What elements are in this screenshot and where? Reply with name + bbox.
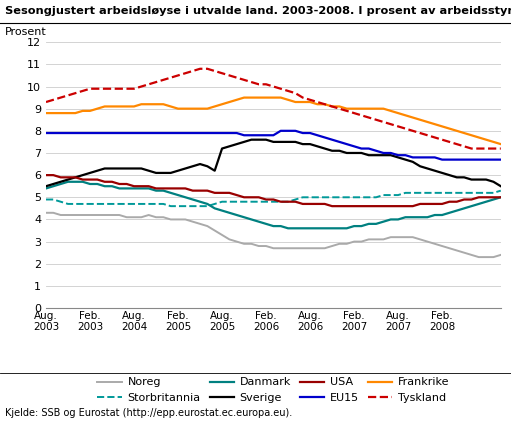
Text: Kjelde: SSB og Eurostat (http://epp.eurostat.ec.europa.eu).: Kjelde: SSB og Eurostat (http://epp.euro… [5, 408, 292, 418]
Legend: Noreg, Storbritannia, Danmark, Sverige, USA, EU15, Frankrike, Tyskland: Noreg, Storbritannia, Danmark, Sverige, … [98, 377, 449, 403]
Text: Sesongjustert arbeidsløyse i utvalde land. 2003-2008. I prosent av arbeidsstyrke: Sesongjustert arbeidsløyse i utvalde lan… [5, 6, 511, 16]
Text: Prosent: Prosent [5, 27, 47, 37]
